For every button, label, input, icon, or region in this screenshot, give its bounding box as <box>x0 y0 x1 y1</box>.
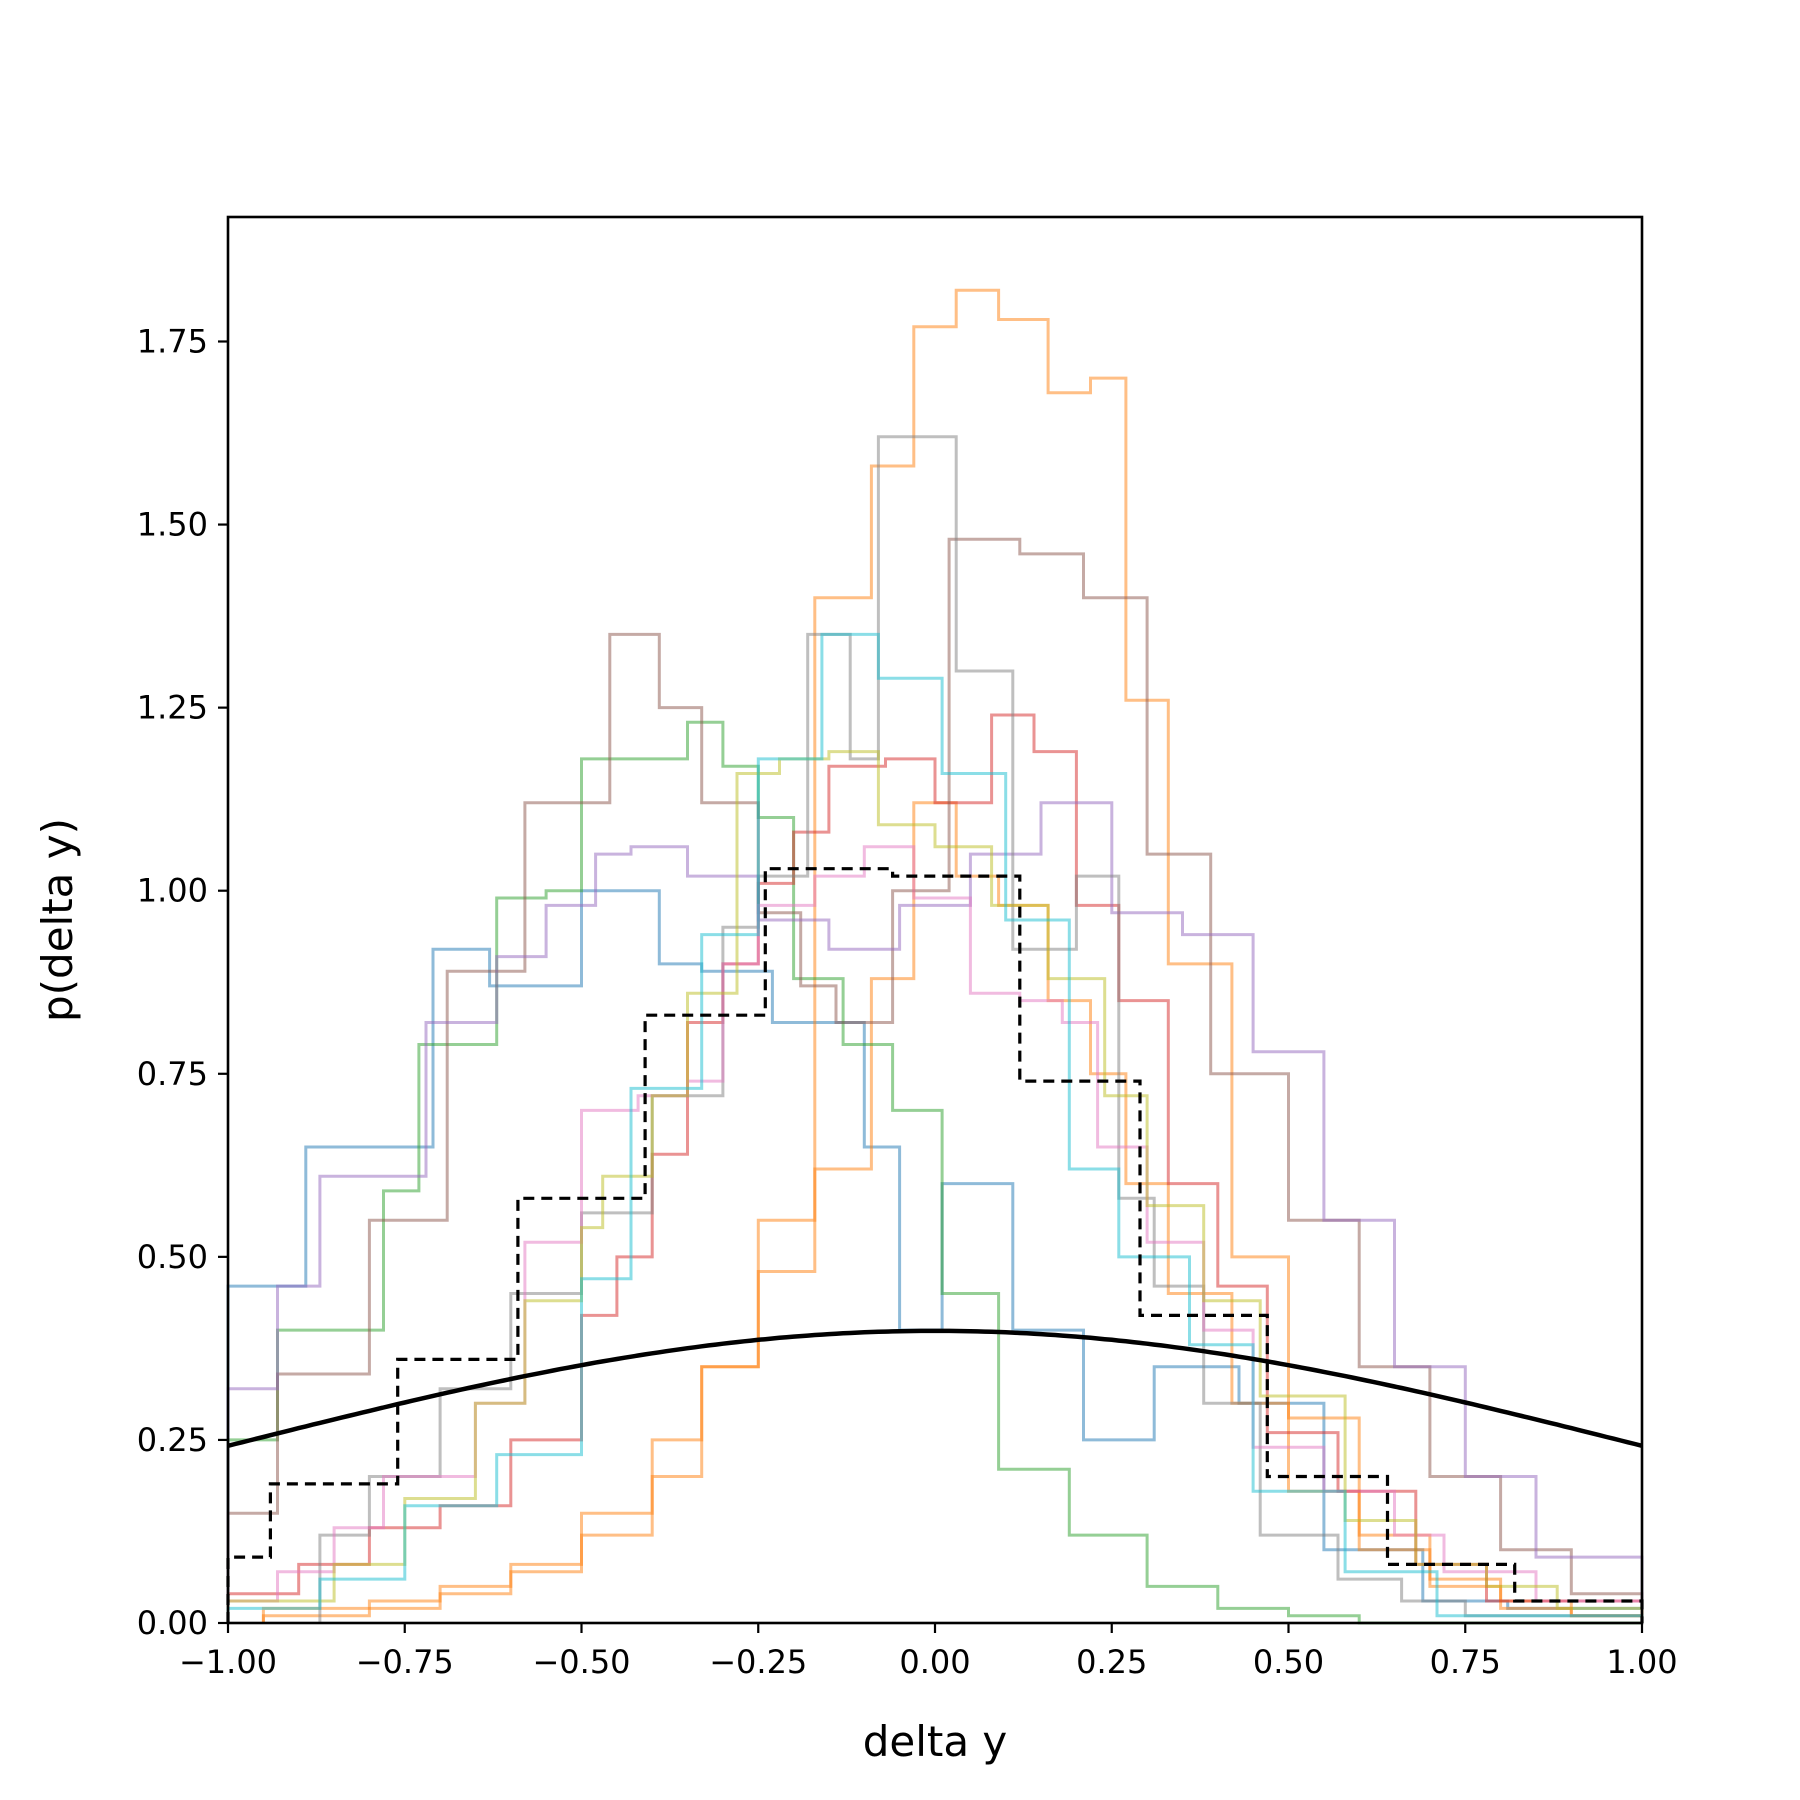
y-tick-label: 0.00 <box>137 1604 208 1642</box>
x-tick-label: −0.50 <box>532 1643 630 1681</box>
x-tick-label: 0.75 <box>1430 1643 1501 1681</box>
histogram-step-3 <box>261 288 1644 1623</box>
normal-density-curve <box>227 1328 1643 1448</box>
y-tick-label: 0.75 <box>137 1055 208 1093</box>
plot-area <box>226 288 1644 1625</box>
histogram-step-2 <box>261 801 1644 1623</box>
y-tick-label: 1.75 <box>137 322 208 360</box>
y-tick-label: 1.00 <box>137 872 208 910</box>
histogram-step-4 <box>226 720 1642 1625</box>
y-axis-label: p(delta y) <box>33 818 82 1022</box>
y-tick-label: 1.25 <box>137 689 208 727</box>
histogram-step-8 <box>318 435 1644 1623</box>
x-axis-label: delta y <box>863 1717 1008 1766</box>
y-tick-label: 1.50 <box>137 506 208 544</box>
histogram-step-11 <box>226 632 1644 1623</box>
x-tick-label: −0.75 <box>356 1643 454 1681</box>
y-tick-label: 0.50 <box>137 1238 208 1276</box>
histogram-step-7 <box>226 801 1644 1623</box>
axis-ticks: −1.00 −0.75 −0.50 −0.25 0.00 0.25 0.50 0.75 1.00… <box>137 322 1678 1681</box>
x-tick-label: −1.00 <box>179 1643 277 1681</box>
x-tick-label: 0.50 <box>1253 1643 1324 1681</box>
y-tick-label: 0.25 <box>137 1421 208 1459</box>
x-tick-label: 1.00 <box>1606 1643 1677 1681</box>
histogram-step-1 <box>226 889 1644 1623</box>
x-tick-label: −0.25 <box>709 1643 807 1681</box>
x-tick-label: 0.25 <box>1076 1643 1147 1681</box>
histogram-step-dashed <box>226 867 1644 1623</box>
x-tick-label: 0.00 <box>899 1643 970 1681</box>
